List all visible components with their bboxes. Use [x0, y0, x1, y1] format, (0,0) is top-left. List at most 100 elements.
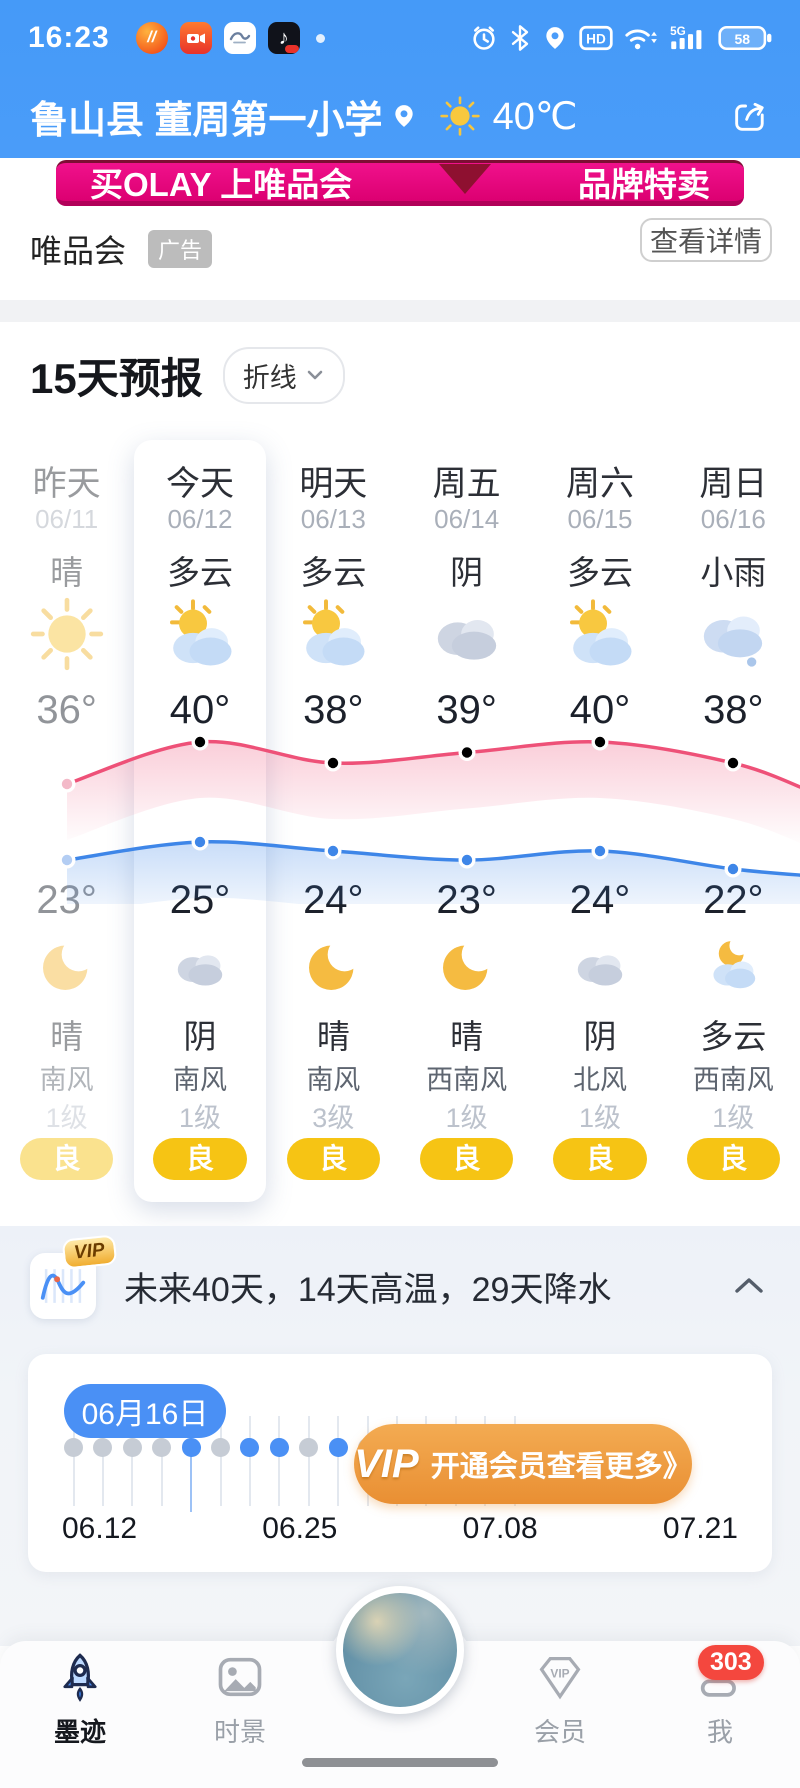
wind-level: 1级: [45, 1103, 88, 1133]
tab-label: 我: [706, 1717, 733, 1747]
vip-upsell-button[interactable]: VIP 开通会员查看更多》: [354, 1424, 692, 1504]
forty-day-section: VIP 未来40天，14天高温，29天降水 06月16日 VIP 开通会员查看更…: [0, 1226, 800, 1646]
night-condition: 阴: [583, 1018, 617, 1055]
precipitation-dot[interactable]: [152, 1438, 172, 1457]
forecast-day-column[interactable]: 今天 06/12 多云 40° 25° 阴 南风 1级 良: [133, 440, 266, 1215]
day-condition: 多云: [166, 554, 233, 591]
ad-banner-left-text: 买OLAY 上唯品会: [90, 166, 353, 203]
section-divider: [0, 300, 800, 322]
timeline-tick: [248, 1416, 251, 1506]
precipitation-dot[interactable]: [122, 1438, 142, 1457]
svg-text:VIP: VIP: [550, 1667, 569, 1681]
chart-style-selector[interactable]: 折线: [222, 346, 345, 404]
precipitation-dot[interactable]: [93, 1438, 113, 1457]
low-temperature: 24°: [303, 878, 364, 922]
app-header-background: [0, 0, 800, 158]
wind-level: 1级: [178, 1103, 221, 1133]
location-header[interactable]: 鲁山县 董周第一小学 40℃: [0, 84, 800, 148]
battery-level: 58: [735, 31, 751, 47]
forecast-day-column[interactable]: 周五 06/14 阴 39° 23° 晴 西南风 1级 良: [400, 440, 533, 1215]
forecast-day-column[interactable]: 昨天 06/11 晴 36° 23° 晴 南风 1级 良: [0, 440, 133, 1215]
low-temperature: 22°: [703, 878, 764, 922]
douyin-app-icon: ♪: [267, 22, 300, 54]
forecast-grid: 昨天 06/11 晴 36° 23° 晴 南风 1级 良 今天 06/12 多云…: [0, 440, 800, 1215]
precipitation-dot[interactable]: [328, 1438, 348, 1457]
wind-direction: 西南风: [426, 1065, 508, 1095]
vipshop-logo: [439, 164, 492, 194]
axis-date: 07.21: [662, 1512, 738, 1545]
wind-direction: 西南风: [692, 1065, 774, 1095]
axis-date: 06.25: [262, 1512, 338, 1545]
notification-more-dot: [315, 33, 325, 43]
tab-shijing[interactable]: 时景: [180, 1651, 300, 1749]
chevron-up-icon[interactable]: [732, 1274, 766, 1298]
home-indicator[interactable]: [302, 1758, 498, 1767]
day-name: 周六: [565, 465, 634, 503]
ad-detail-button[interactable]: 查看详情: [640, 218, 772, 262]
timeline-tick: [131, 1416, 134, 1506]
timeline-tick: [337, 1416, 340, 1506]
night-weather-icon: [267, 930, 400, 1002]
vip-tag: VIP: [61, 1234, 118, 1270]
ad-banner-right-text: 品牌特卖: [578, 166, 710, 203]
low-temperature: 23°: [36, 878, 97, 922]
low-temperature: 23°: [436, 878, 497, 922]
day-name: 周日: [699, 465, 768, 503]
location-title[interactable]: 鲁山县 董周第一小学: [30, 99, 383, 142]
vip-button-logo: VIP: [354, 1441, 419, 1486]
forty-day-banner[interactable]: VIP 未来40天，14天高温，29天降水: [0, 1234, 800, 1338]
selected-date-pill[interactable]: 06月16日: [64, 1384, 226, 1438]
precipitation-dot[interactable]: [269, 1438, 289, 1457]
forecast-day-column[interactable]: 明天 06/13 多云 38° 24° 晴 南风 3级 良: [267, 440, 400, 1215]
current-weather-sun-icon: [439, 96, 480, 136]
night-weather-icon: [533, 930, 666, 1002]
battery-icon: 58: [718, 25, 772, 51]
forty-day-slider-card: 06月16日 VIP 开通会员查看更多》 06.12 06.25 07.08 0…: [28, 1354, 772, 1572]
wifi-icon: [625, 29, 657, 50]
tab-moji[interactable]: 墨迹: [20, 1651, 140, 1749]
day-name: 周五: [432, 465, 501, 503]
day-weather-icon: [0, 588, 133, 680]
notification-icons: // ♪: [135, 22, 325, 54]
night-condition: 阴: [183, 1018, 217, 1055]
wind-direction: 南风: [306, 1065, 361, 1095]
high-temperature: 36°: [36, 688, 97, 732]
sky-camera-button[interactable]: [336, 1586, 464, 1714]
forecast-day-column[interactable]: 周日 06/16 小雨 38° 22° 多云 西南风 1级 良: [667, 440, 800, 1215]
day-condition: 小雨: [700, 554, 767, 591]
timeline-tick: [278, 1416, 281, 1506]
wind-level: 1级: [712, 1103, 755, 1133]
tab-label: 时景: [213, 1717, 266, 1747]
status-icons: HD 5G 58: [470, 24, 772, 52]
axis-date: 06.12: [62, 1512, 138, 1545]
vip-button-label: 开通会员查看更多》: [430, 1451, 692, 1483]
aqi-badge: 良: [420, 1138, 514, 1180]
timeline-tick: [307, 1416, 310, 1506]
axis-date: 07.08: [462, 1512, 538, 1545]
day-name: 昨天: [32, 465, 101, 503]
ad-banner[interactable]: 买OLAY 上唯品会 品牌特卖: [56, 160, 744, 206]
precipitation-dot[interactable]: [211, 1438, 230, 1457]
alarm-icon: [473, 26, 495, 50]
hd-icon: HD: [579, 25, 613, 51]
timeline-tick: [72, 1416, 75, 1506]
location-pin-icon: [394, 105, 413, 127]
precipitation-dot[interactable]: [181, 1438, 201, 1457]
tab-label: 会员: [533, 1717, 586, 1747]
advertiser-name: 唯品会: [30, 233, 127, 269]
night-weather-icon: [667, 930, 800, 1002]
precipitation-dot[interactable]: [240, 1438, 260, 1457]
day-condition: 晴: [50, 554, 84, 591]
aqi-badge: 良: [686, 1138, 780, 1180]
day-date: 06/11: [35, 504, 99, 534]
night-condition: 晴: [450, 1018, 484, 1055]
wind-direction: 北风: [572, 1065, 627, 1095]
precipitation-dot[interactable]: [64, 1438, 83, 1457]
night-condition: 晴: [316, 1018, 350, 1055]
precipitation-dot[interactable]: [299, 1438, 319, 1457]
tab-label: 墨迹: [53, 1717, 106, 1747]
timeline-tick: [160, 1416, 163, 1506]
tab-vip[interactable]: VIP 会员: [500, 1651, 620, 1749]
forecast-day-column[interactable]: 周六 06/15 多云 40° 24° 阴 北风 1级 良: [533, 440, 666, 1215]
share-icon[interactable]: [730, 96, 770, 136]
